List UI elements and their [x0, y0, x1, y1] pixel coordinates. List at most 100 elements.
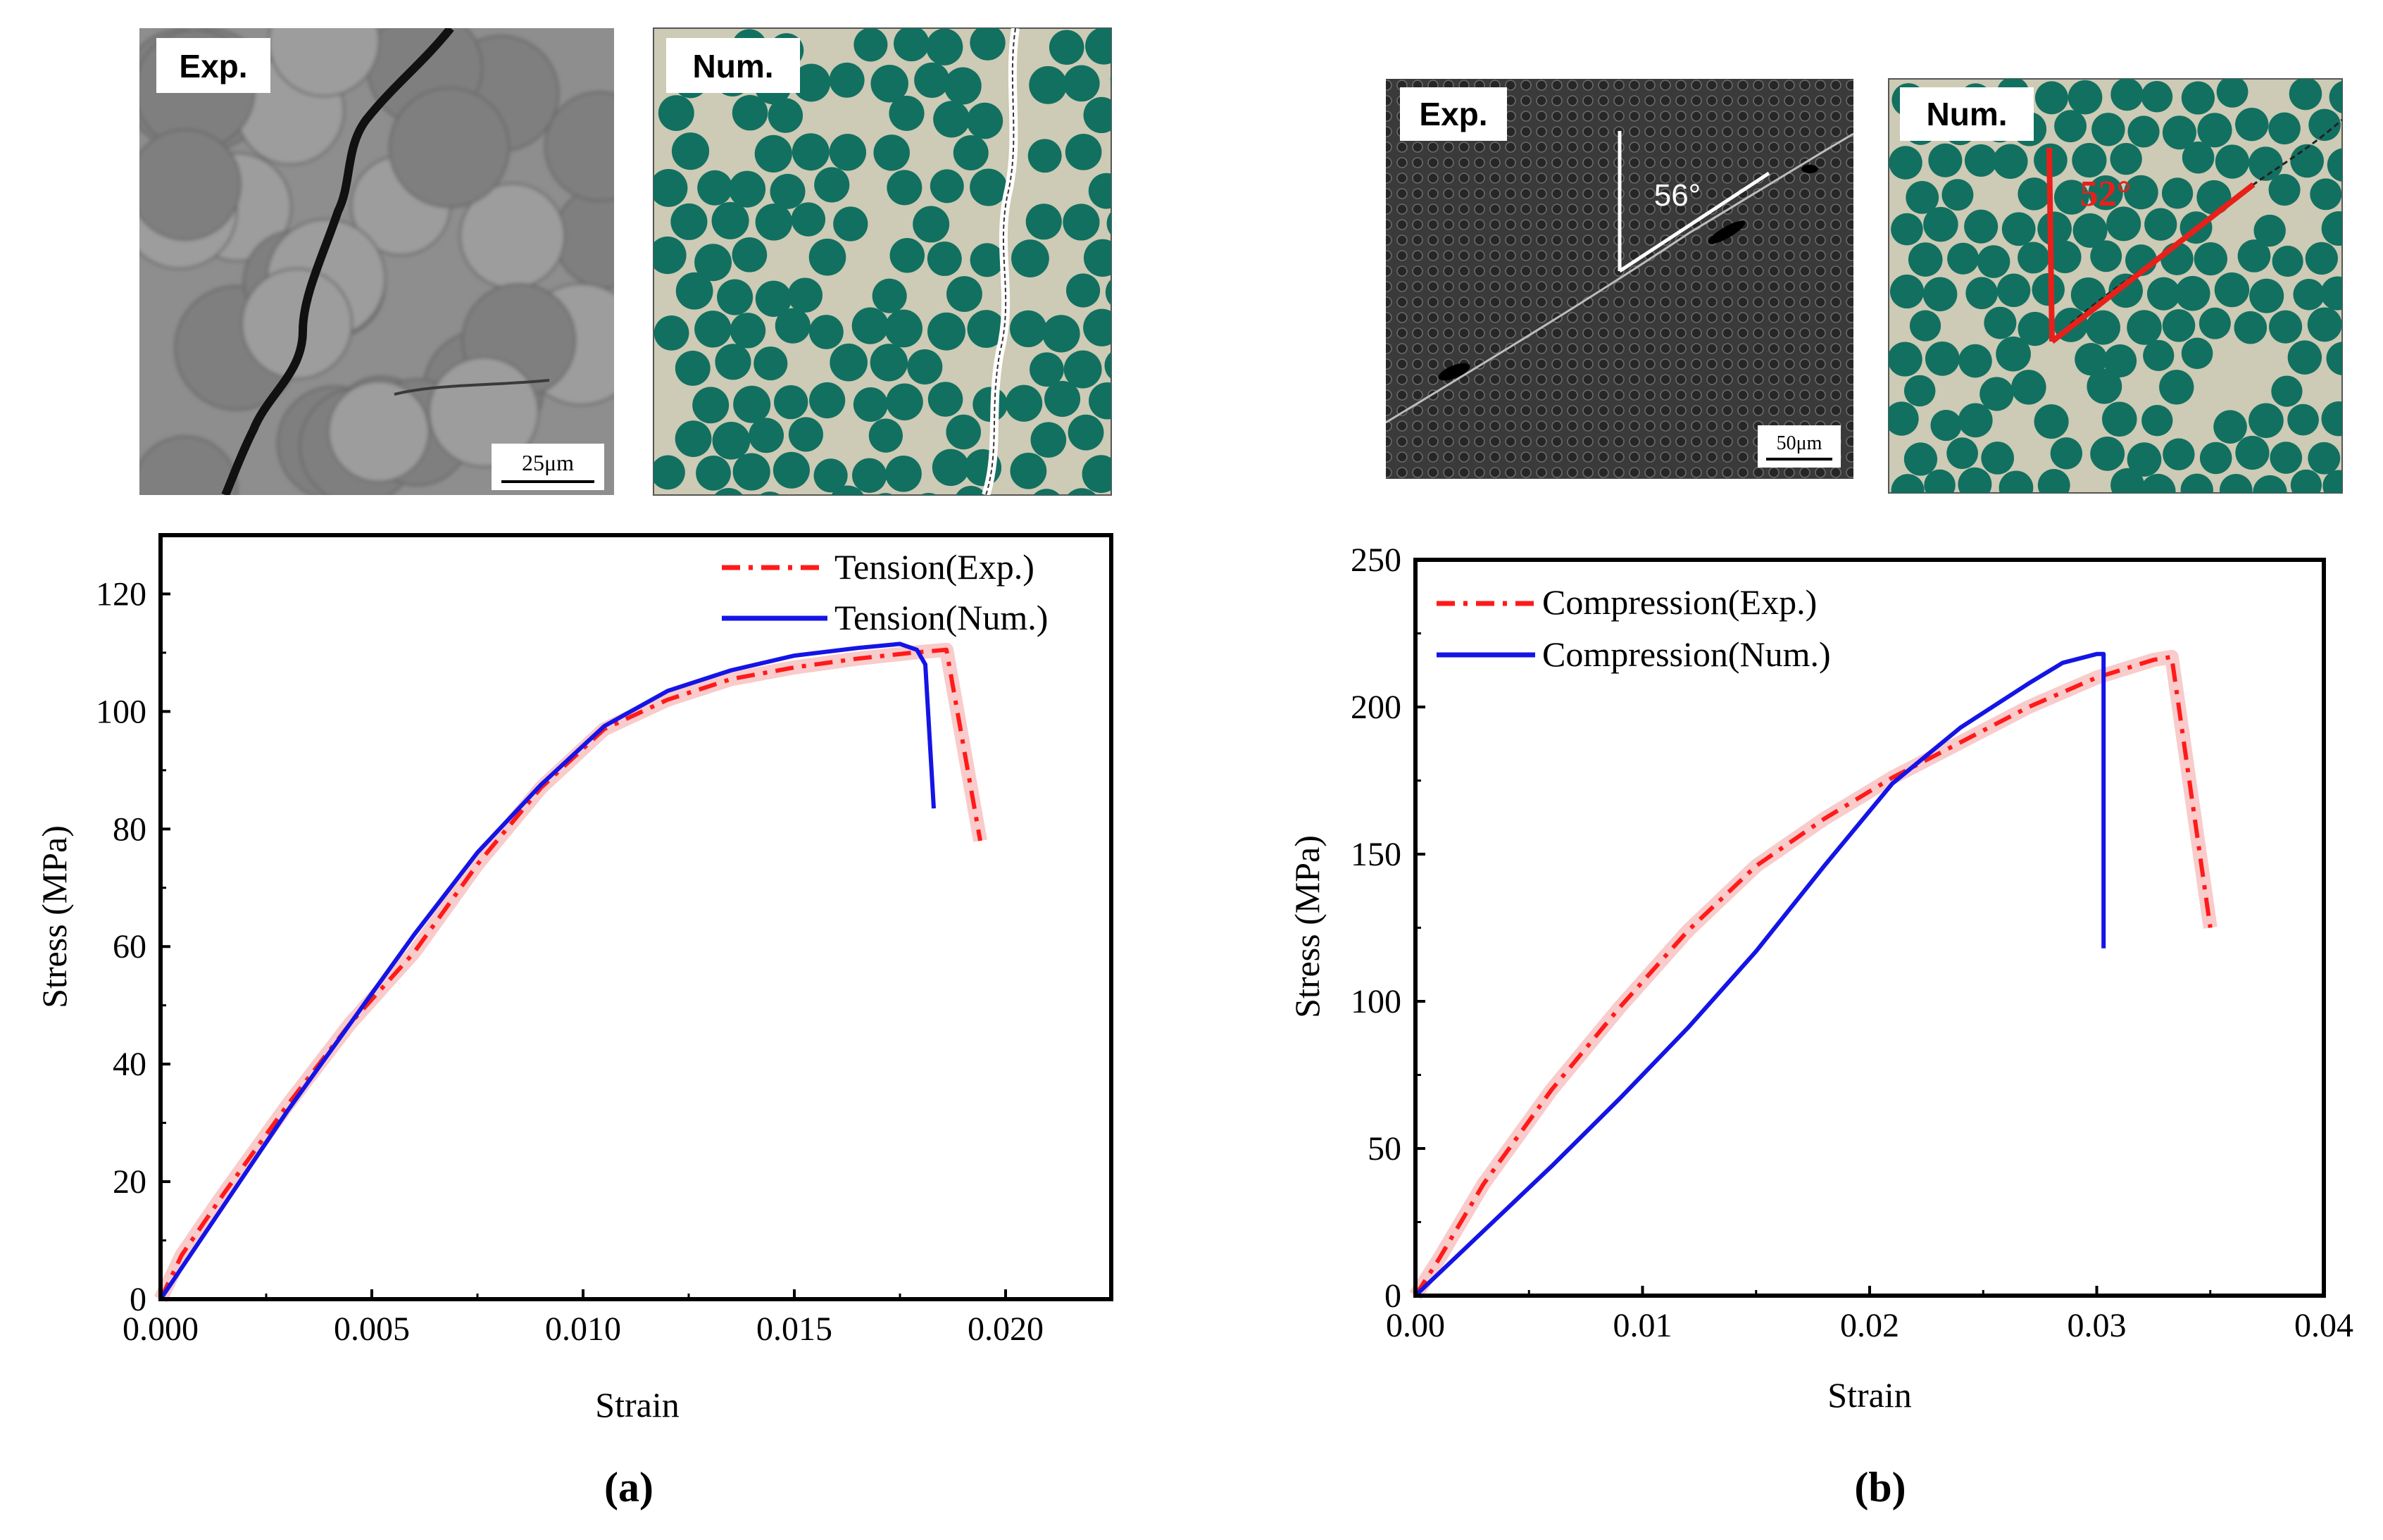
scale-bar-label-a: 25μm: [522, 450, 574, 475]
fiber: [1906, 180, 1939, 214]
fiber: [946, 276, 982, 312]
fiber: [927, 382, 963, 417]
fiber: [2182, 141, 2215, 174]
fiber: [1958, 467, 1992, 493]
chart-b-xtick-label: 0.01: [1613, 1307, 1672, 1344]
fiber: [889, 238, 925, 273]
fiber: [1964, 144, 1998, 177]
fiber: [1946, 437, 1978, 470]
fiber: [2219, 473, 2253, 493]
fiber: [967, 310, 1006, 349]
chart-a-ytick-label: 40: [113, 1046, 146, 1083]
chart-a: 0.000 0.005 0.010 0.015 0.020 0 20 40 60 80 100 120…: [35, 533, 1113, 1510]
fiber: [1033, 489, 1060, 495]
fiber: [933, 101, 970, 138]
fiber: [833, 206, 868, 242]
chart-a-ytick-label: 60: [113, 928, 146, 965]
fiber: [2088, 175, 2123, 211]
panel-a-num-model: Num.: [653, 27, 1112, 496]
fiber: [1965, 277, 1999, 310]
fiber: [829, 62, 865, 98]
fiber: [808, 238, 846, 276]
fiber: [970, 28, 1006, 61]
fiber: [754, 134, 792, 173]
fiber: [733, 385, 771, 423]
fiber: [653, 315, 689, 351]
fiber: [1110, 73, 1111, 84]
micrograph-fiber: [268, 28, 380, 98]
fiber: [932, 449, 970, 487]
fiber: [956, 485, 987, 495]
fiber: [1928, 143, 1963, 177]
fiber: [1930, 409, 1962, 442]
fiber: [792, 63, 831, 102]
fiber: [2287, 340, 2322, 375]
fiber: [2140, 473, 2176, 493]
chart-a-legend: Tension(Exp.) Tension(Num.): [722, 547, 1048, 637]
fiber: [1030, 352, 1064, 387]
fiber: [853, 28, 888, 62]
fiber: [2249, 278, 2284, 313]
chart-a-xtick-label: 0.000: [123, 1310, 199, 1348]
fiber: [2213, 410, 2247, 444]
fiber: [870, 64, 908, 103]
fiber: [2321, 211, 2342, 246]
fiber: [770, 173, 806, 209]
fiber: [2196, 180, 2232, 215]
fiber: [2287, 403, 2319, 436]
fiber: [877, 493, 894, 495]
chart-b-ytick-label: 150: [1351, 836, 1401, 873]
fiber: [675, 272, 713, 310]
chart-b-ytick-label: 250: [1351, 541, 1401, 579]
fiber: [2102, 401, 2137, 437]
fiber: [872, 278, 907, 313]
chart-a-series-line-0: [158, 647, 982, 1301]
fiber: [2001, 212, 2036, 246]
fiber: [2072, 143, 2107, 178]
chart-b-xtick-label: 0.00: [1386, 1307, 1445, 1344]
fiber: [2237, 239, 2271, 273]
fiber: [1085, 28, 1111, 65]
chart-a-xlabel: Strain: [595, 1385, 679, 1425]
fiber: [1889, 274, 1925, 309]
fiber: [2162, 309, 2196, 342]
fiber: [2322, 470, 2342, 493]
exp-label-b: Exp.: [1419, 96, 1487, 132]
fiber: [791, 202, 826, 237]
fiber: [2072, 213, 2108, 248]
chart-a-xtick-label: 0.020: [968, 1310, 1044, 1348]
panel-a-exp-micrograph: Exp. 25μm: [139, 28, 614, 495]
micrograph-fiber: [139, 128, 242, 241]
fiber: [870, 344, 908, 382]
fiber: [2018, 242, 2050, 274]
fiber: [768, 98, 803, 133]
fiber: [2290, 469, 2322, 493]
fiber: [730, 313, 766, 349]
fiber: [1027, 139, 1062, 173]
fiber: [1083, 239, 1111, 277]
fiber: [775, 308, 811, 344]
exp-label-box-a: [156, 38, 270, 93]
fiber: [2181, 81, 2215, 115]
caption-a: (a): [604, 1464, 653, 1510]
fiber: [1941, 179, 1974, 211]
fiber: [2308, 442, 2341, 475]
micrograph-fiber: [327, 380, 430, 483]
fiber: [930, 169, 964, 204]
chart-a-xtick-label: 0.015: [756, 1310, 832, 1348]
fiber: [759, 492, 781, 495]
chart-b-ytick-label: 200: [1351, 689, 1401, 726]
fiber: [1010, 452, 1047, 489]
fiber: [732, 237, 768, 273]
fiber: [692, 387, 730, 424]
fiber: [2216, 79, 2248, 108]
fiber: [694, 244, 732, 282]
fiber: [755, 204, 793, 241]
chart-a-ytick-label: 80: [113, 810, 146, 848]
fiber: [1044, 380, 1081, 417]
fiber: [792, 133, 830, 171]
fiber: [972, 387, 1008, 422]
fiber: [914, 62, 950, 98]
fiber: [946, 414, 981, 450]
panel-b-num-model: 52° Num.: [1888, 78, 2343, 494]
